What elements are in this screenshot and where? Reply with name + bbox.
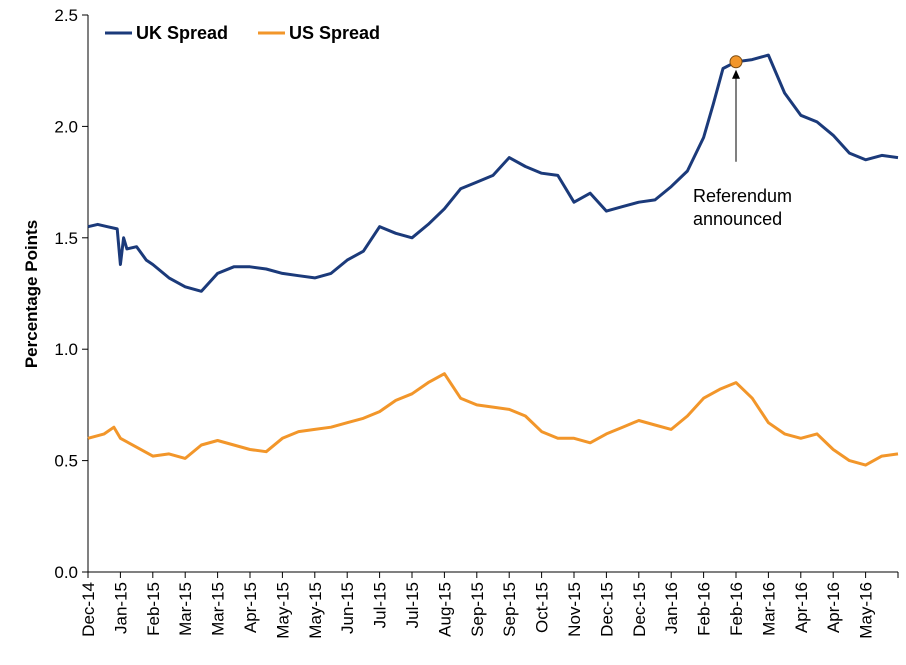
legend-uk-label: UK Spread xyxy=(136,23,228,43)
x-tick-label: Sep-15 xyxy=(468,582,487,637)
x-tick-label: Jan-15 xyxy=(111,582,130,634)
x-tick-label: Nov-15 xyxy=(565,582,584,637)
x-tick-label: Mar-15 xyxy=(209,582,228,636)
x-tick-label: May-15 xyxy=(306,582,325,639)
x-tick-label: May-16 xyxy=(857,582,876,639)
x-tick-label: May-15 xyxy=(273,582,292,639)
x-tick-label: Dec-14 xyxy=(79,582,98,637)
annotation-arrowhead xyxy=(732,69,740,79)
y-tick-label: 2.0 xyxy=(54,117,78,136)
series-group xyxy=(87,53,899,467)
x-tick-label: Apr-15 xyxy=(241,582,260,633)
x-tick-label: Jul-15 xyxy=(371,582,390,628)
legend: UK Spread US Spread xyxy=(105,23,380,43)
us-spread-line xyxy=(87,372,899,467)
y-tick-label: 0.0 xyxy=(54,563,78,582)
x-tick-label: Jan-16 xyxy=(662,582,681,634)
x-tick-label: Aug-15 xyxy=(435,582,454,637)
x-ticks: Dec-14 Jan-15 Feb-15 Mar-15 Mar-15 Apr-15 May-… xyxy=(79,572,899,639)
x-tick-label: Feb-16 xyxy=(727,582,746,636)
x-tick-label: Apr-16 xyxy=(792,582,811,633)
annotation-line1: Referendum xyxy=(693,186,792,206)
y-tick-label: 1.5 xyxy=(54,229,78,248)
y-tick-label: 0.5 xyxy=(54,452,78,471)
x-tick-label: Mar-16 xyxy=(759,582,778,636)
x-tick-label: Feb-15 xyxy=(144,582,163,636)
x-tick-label: Jul-15 xyxy=(403,582,422,628)
x-tick-label: Jun-15 xyxy=(338,582,357,634)
x-tick-label: Apr-16 xyxy=(824,582,843,633)
x-tick-label: Dec-15 xyxy=(597,582,616,637)
y-tick-label: 1.0 xyxy=(54,340,78,359)
annotation-marker xyxy=(729,55,743,69)
y-tick-label: 2.5 xyxy=(54,6,78,25)
annotation: Referendum announced xyxy=(693,55,792,229)
x-tick-label: Mar-15 xyxy=(176,582,195,636)
annotation-line2: announced xyxy=(693,209,782,229)
y-ticks: 0.0 0.5 1.0 1.5 2.0 2.5 xyxy=(54,6,88,582)
legend-us-label: US Spread xyxy=(289,23,380,43)
x-tick-label: Dec-15 xyxy=(630,582,649,637)
uk-spread-line xyxy=(87,53,899,293)
x-tick-label: Oct-15 xyxy=(533,582,552,633)
x-tick-label: Feb-16 xyxy=(695,582,714,636)
x-tick-label: Sep-15 xyxy=(500,582,519,637)
y-axis-title: Percentage Points xyxy=(22,220,41,368)
